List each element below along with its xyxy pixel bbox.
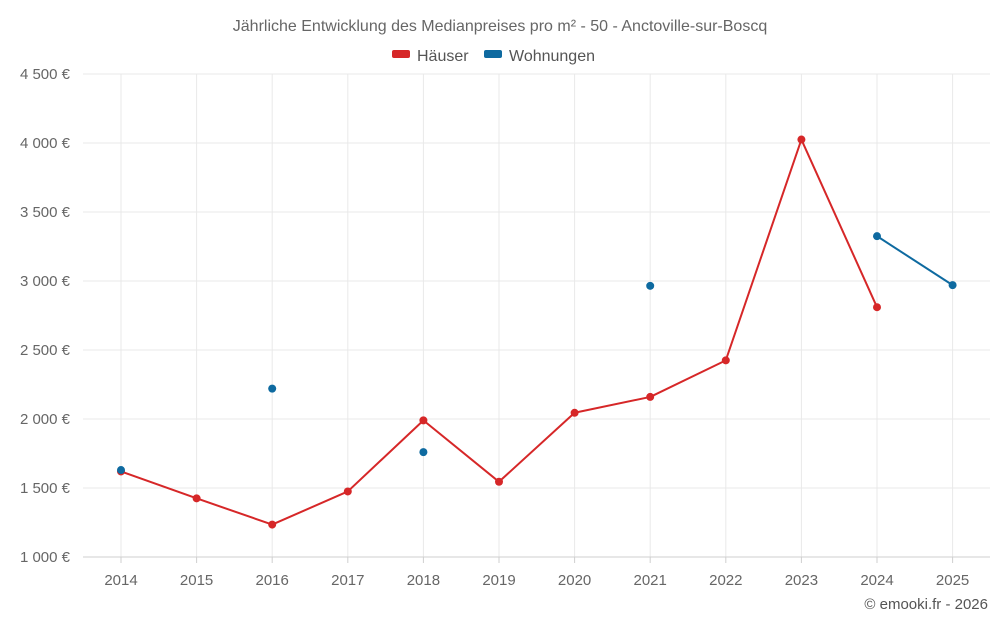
legend-label-haeuser: Häuser	[417, 48, 469, 65]
x-tick-label: 2021	[634, 572, 667, 589]
grid-layer	[83, 73, 990, 558]
data-point[interactable]	[646, 281, 655, 290]
x-tick-label: 2025	[936, 572, 969, 589]
x-tick-label: 2014	[104, 572, 137, 589]
data-point[interactable]	[948, 281, 957, 290]
x-tick-label: 2020	[558, 572, 591, 589]
legend-swatch-wohnungen	[484, 50, 502, 58]
x-tick-label: 2018	[407, 572, 440, 589]
data-point[interactable]	[797, 135, 806, 144]
y-tick-label: 3 500 €	[20, 204, 71, 221]
data-point[interactable]	[570, 408, 579, 417]
data-point[interactable]	[646, 392, 655, 401]
series-haeuser	[117, 135, 881, 529]
data-point[interactable]	[873, 232, 881, 241]
y-tick-label: 4 500 €	[20, 66, 71, 83]
data-point[interactable]	[419, 448, 428, 457]
y-tick-label: 2 500 €	[20, 342, 71, 359]
x-tick-label: 2024	[860, 572, 893, 589]
y-tick-label: 4 000 €	[20, 135, 71, 152]
data-point[interactable]	[192, 494, 201, 503]
x-tick-label: 2017	[331, 572, 364, 589]
y-tick-label: 1 000 €	[20, 549, 71, 566]
legend-swatch-haeuser	[392, 50, 410, 58]
credit-text: © emooki.fr - 2026	[864, 596, 988, 613]
data-point[interactable]	[268, 384, 277, 393]
x-axis: 2014 2015 2016 2017 2018 2019 2020 2021 2022 2023…	[83, 556, 990, 589]
series-layer	[117, 135, 957, 529]
data-point[interactable]	[268, 520, 277, 529]
data-point[interactable]	[873, 303, 881, 312]
series-wohnungen	[117, 232, 957, 475]
x-tick-label: 2015	[180, 572, 213, 589]
x-tick-label: 2019	[482, 572, 515, 589]
legend-item-wohnungen[interactable]: Wohnungen	[484, 48, 595, 65]
series-line	[876, 235, 954, 286]
x-tick-label: 2016	[256, 572, 289, 589]
data-point[interactable]	[117, 466, 125, 475]
data-point[interactable]	[495, 477, 503, 486]
data-point[interactable]	[721, 356, 730, 365]
y-tick-label: 2 000 €	[20, 411, 71, 428]
x-tick-label: 2023	[785, 572, 818, 589]
chart-title: Jährliche Entwicklung des Medianpreises …	[233, 18, 767, 35]
y-tick-label: 1 500 €	[20, 480, 71, 497]
x-tick-label: 2022	[709, 572, 742, 589]
data-point[interactable]	[419, 416, 428, 425]
y-tick-label: 3 000 €	[20, 273, 71, 290]
legend: Häuser Wohnungen	[392, 48, 595, 65]
data-point[interactable]	[343, 487, 352, 496]
y-axis: 1 000 € 1 500 € 2 000 € 2 500 € 3 000 € 3 500…	[20, 66, 71, 566]
legend-item-haeuser[interactable]: Häuser	[392, 48, 469, 65]
legend-label-wohnungen: Wohnungen	[509, 48, 595, 65]
